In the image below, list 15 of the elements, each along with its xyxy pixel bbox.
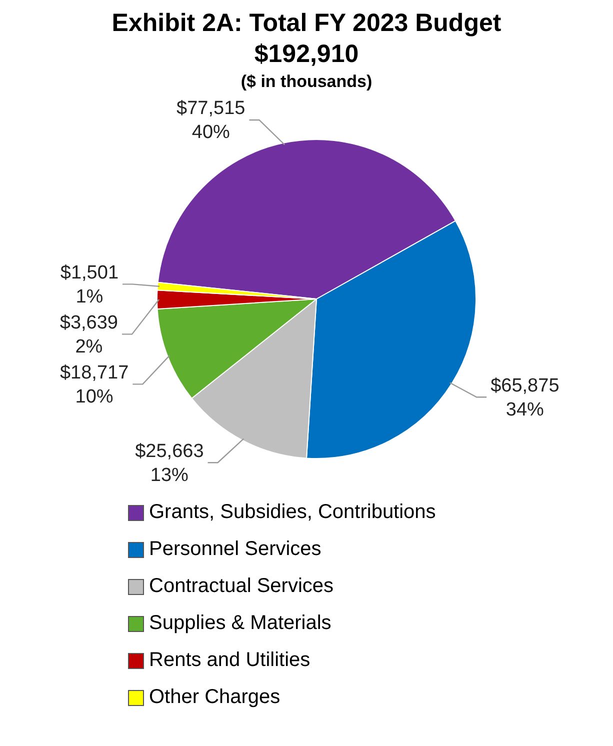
text: ($ in thousands) — [240, 71, 374, 93]
legend-label: Supplies & Materials — [149, 612, 332, 635]
data-label: $3,639 2% — [60, 312, 118, 358]
data-label: $18,717 10% — [60, 362, 129, 408]
chart-subtitle: $192,910 — [253, 39, 360, 70]
data-label: $77,515 40% — [176, 98, 246, 144]
data-label: $25,663 13% — [135, 440, 204, 486]
legend-label: Contractual Services — [149, 575, 334, 598]
data-label: $65,875 34% — [490, 375, 560, 420]
data-label: $1,501 1% — [60, 262, 119, 308]
chart-title: Exhibit 2A: Total FY 2023 Budget — [110, 8, 502, 39]
legend-label: Other Charges — [149, 686, 280, 709]
legend-label: Grants, Subsidies, Contributions — [149, 501, 436, 524]
legend-label: Rents and Utilities — [149, 649, 310, 672]
legend-label: Personnel Services — [149, 538, 322, 561]
